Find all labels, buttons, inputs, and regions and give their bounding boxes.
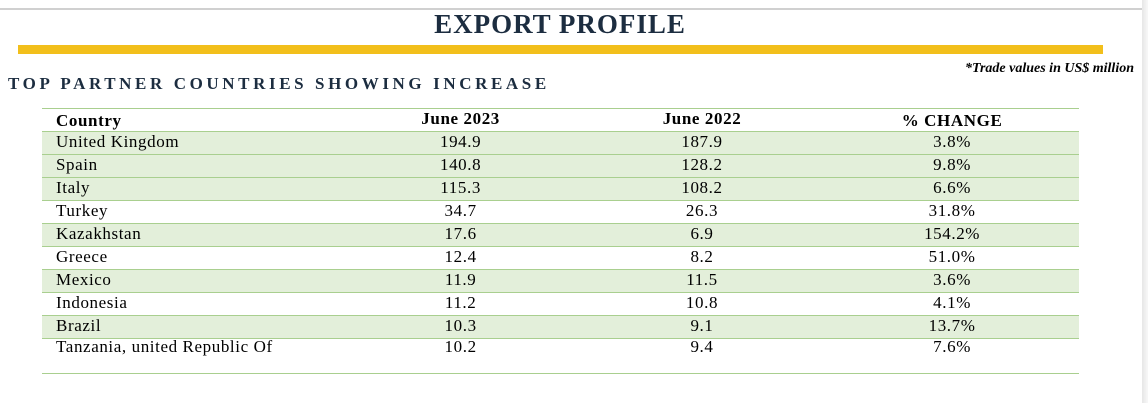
section-subtitle: TOP PARTNER COUNTRIES SHOWING INCREASE <box>8 74 550 93</box>
cell-june-2023: 12.4 <box>342 246 579 270</box>
table-row: Greece 12.4 8.2 51.0% <box>42 246 1079 270</box>
cell-june-2023: 115.3 <box>342 177 579 201</box>
cell-percent-change: 3.8% <box>825 131 1079 155</box>
cell-country: Indonesia <box>42 292 343 316</box>
cell-june-2023: 11.9 <box>342 269 579 293</box>
cell-june-2022: 9.4 <box>578 338 826 374</box>
cell-june-2022: 26.3 <box>578 200 826 224</box>
cell-june-2022: 9.1 <box>578 315 826 339</box>
cell-country: Spain <box>42 154 343 178</box>
table-row: Turkey 34.7 26.3 31.8% <box>42 200 1079 224</box>
cell-june-2023: 34.7 <box>342 200 579 224</box>
partner-countries-table: Country June 2023 June 2022 % CHANGE Uni… <box>42 108 1079 374</box>
table-row: Kazakhstan 17.6 6.9 154.2% <box>42 223 1079 247</box>
table-row: Spain 140.8 128.2 9.8% <box>42 154 1079 178</box>
cell-june-2023: 10.3 <box>342 315 579 339</box>
cell-percent-change: 13.7% <box>825 315 1079 339</box>
currency-note: *Trade values in US$ million <box>964 61 1134 76</box>
table-row: United Kingdom 194.9 187.9 3.8% <box>42 131 1079 155</box>
cell-percent-change: 51.0% <box>825 246 1079 270</box>
cell-june-2023: 194.9 <box>342 131 579 155</box>
cell-percent-change: 154.2% <box>825 223 1079 247</box>
cell-country: Kazakhstan <box>42 223 343 247</box>
cell-percent-change: 31.8% <box>825 200 1079 224</box>
header-percent-change: % CHANGE <box>825 108 1079 132</box>
cell-percent-change: 7.6% <box>825 338 1079 374</box>
cell-june-2022: 108.2 <box>578 177 826 201</box>
header-june-2023: June 2023 <box>342 108 579 132</box>
cell-june-2022: 187.9 <box>578 131 826 155</box>
cell-june-2023: 10.2 <box>342 338 579 374</box>
cell-june-2022: 11.5 <box>578 269 826 293</box>
cell-percent-change: 9.8% <box>825 154 1079 178</box>
cell-country: Italy <box>42 177 343 201</box>
cell-country: Mexico <box>42 269 343 293</box>
cell-june-2023: 11.2 <box>342 292 579 316</box>
cell-country: Turkey <box>42 200 343 224</box>
top-divider <box>0 8 1148 10</box>
cell-june-2022: 10.8 <box>578 292 826 316</box>
cell-country: Greece <box>42 246 343 270</box>
table-row: Tanzania, united Republic Of 10.2 9.4 7.… <box>42 338 1079 374</box>
table-row: Italy 115.3 108.2 6.6% <box>42 177 1079 201</box>
page-title: EXPORT PROFILE <box>434 9 686 39</box>
header-country: Country <box>42 108 343 132</box>
cell-percent-change: 6.6% <box>825 177 1079 201</box>
cell-june-2023: 17.6 <box>342 223 579 247</box>
cell-country: Tanzania, united Republic Of <box>42 338 343 374</box>
cell-june-2023: 140.8 <box>342 154 579 178</box>
page-edge <box>1142 0 1148 403</box>
cell-june-2022: 6.9 <box>578 223 826 247</box>
table-row: Mexico 11.9 11.5 3.6% <box>42 269 1079 293</box>
table-header-row: Country June 2023 June 2022 % CHANGE <box>42 108 1079 132</box>
cell-country: Brazil <box>42 315 343 339</box>
table-row: Indonesia 11.2 10.8 4.1% <box>42 292 1079 316</box>
cell-percent-change: 3.6% <box>825 269 1079 293</box>
header-june-2022: June 2022 <box>578 108 826 132</box>
table-row: Brazil 10.3 9.1 13.7% <box>42 315 1079 339</box>
cell-june-2022: 8.2 <box>578 246 826 270</box>
cell-june-2022: 128.2 <box>578 154 826 178</box>
cell-country: United Kingdom <box>42 131 343 155</box>
accent-bar <box>18 45 1103 54</box>
cell-percent-change: 4.1% <box>825 292 1079 316</box>
